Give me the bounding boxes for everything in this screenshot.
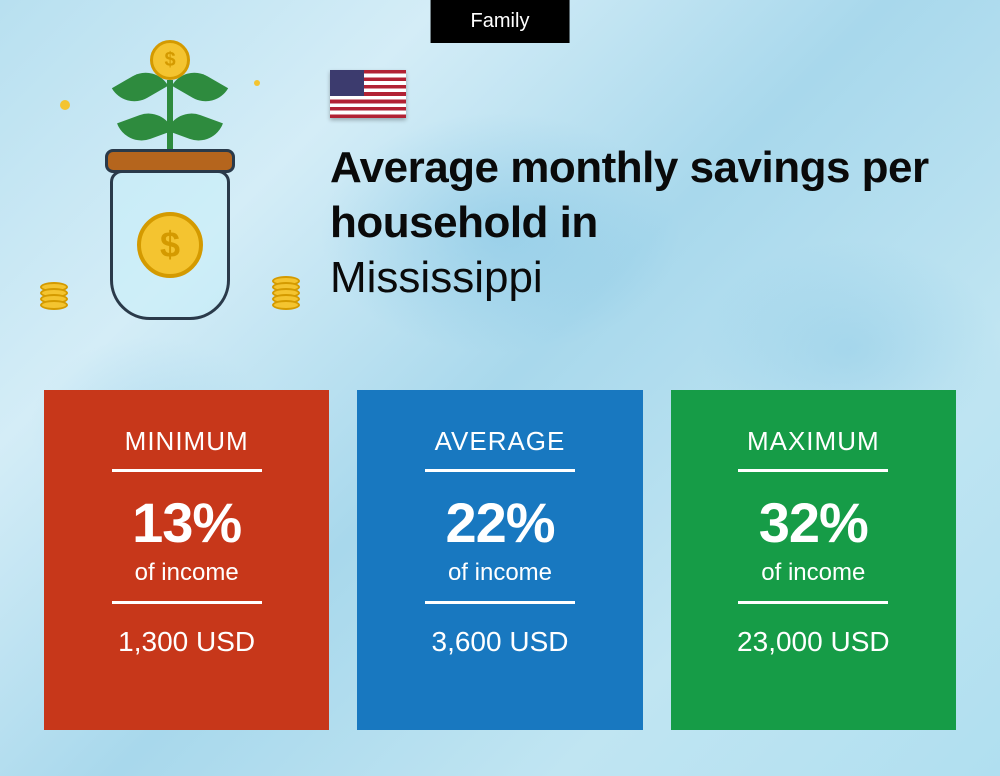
title-region: Mississippi [330,250,970,305]
card-percent: 22% [445,490,554,555]
stats-cards: MINIMUM 13% of income 1,300 USD AVERAGE … [44,390,956,730]
card-label: AVERAGE [425,426,575,472]
dollar-coin-icon: $ [137,212,203,278]
category-tag: Family [431,0,570,43]
card-amount: 1,300 USD [118,626,255,658]
leaf-icon [117,106,173,148]
sparkle-icon [254,80,260,86]
card-label: MAXIMUM [738,426,888,472]
card-maximum: MAXIMUM 32% of income 23,000 USD [671,390,956,730]
card-sub: of income [738,559,888,604]
card-label: MINIMUM [112,426,262,472]
sparkle-icon [60,100,70,110]
coin-stack-icon [40,286,68,310]
card-minimum: MINIMUM 13% of income 1,300 USD [44,390,329,730]
title-main: Average monthly savings per household in [330,140,970,250]
coin-icon: $ [150,40,190,80]
page-title: Average monthly savings per household in… [330,140,970,305]
jar-lid [105,149,235,173]
us-flag-icon [330,70,406,118]
card-percent: 32% [759,490,868,555]
card-average: AVERAGE 22% of income 3,600 USD [357,390,642,730]
card-sub: of income [112,559,262,604]
jar-icon: $ [110,170,230,320]
card-percent: 13% [132,490,241,555]
leaf-icon [167,106,223,148]
coin-stack-icon [272,280,300,310]
card-amount: 23,000 USD [737,626,890,658]
card-sub: of income [425,559,575,604]
savings-illustration: $ $ [40,60,300,320]
card-amount: 3,600 USD [432,626,569,658]
